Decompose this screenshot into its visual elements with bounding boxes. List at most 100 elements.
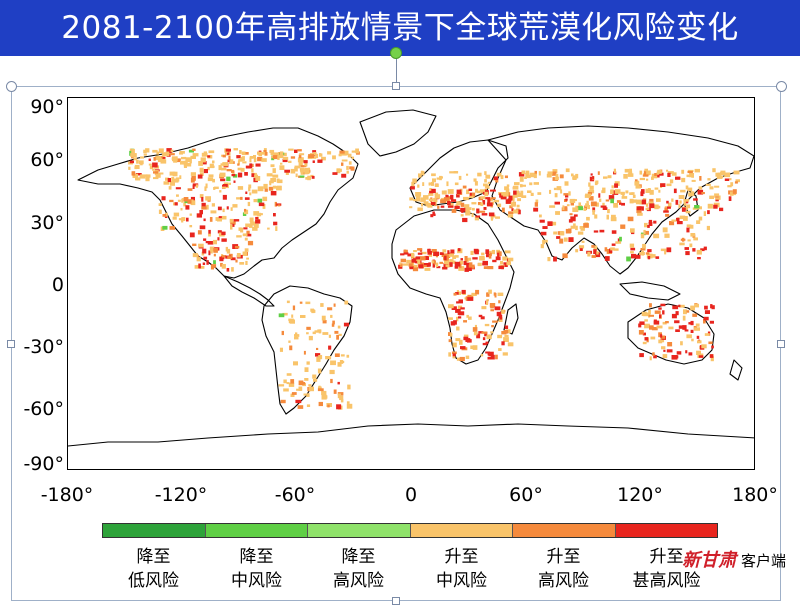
- legend-swatch-up-high: [513, 524, 616, 537]
- risk-cell: [246, 230, 250, 235]
- risk-cell: [448, 304, 454, 309]
- risk-cell: [465, 296, 469, 301]
- risk-cell: [172, 156, 178, 162]
- risk-cell: [472, 257, 478, 260]
- risk-cell: [333, 303, 336, 307]
- risk-cell: [662, 354, 668, 359]
- risk-cell: [691, 338, 694, 342]
- rotate-handle[interactable]: [390, 47, 402, 59]
- risk-cell: [630, 251, 634, 254]
- risk-cell: [321, 156, 326, 161]
- risk-cell: [469, 262, 473, 267]
- risk-cell: [430, 214, 434, 218]
- risk-cell: [684, 329, 689, 332]
- resize-handle-top-right[interactable]: [776, 81, 787, 92]
- risk-cell: [293, 361, 298, 366]
- risk-cell: [508, 195, 513, 201]
- risk-cell: [662, 321, 667, 325]
- risk-cell: [282, 158, 288, 163]
- risk-cell: [533, 182, 539, 185]
- legend-colorbar: [102, 523, 718, 538]
- risk-cell: [300, 158, 303, 162]
- risk-cell: [276, 178, 280, 183]
- risk-cell: [701, 192, 705, 195]
- risk-cell: [169, 153, 175, 156]
- risk-cell: [257, 156, 263, 162]
- risk-cell: [492, 259, 497, 263]
- risk-cell: [719, 207, 724, 212]
- risk-cell: [244, 208, 247, 212]
- risk-cell: [498, 265, 504, 270]
- risk-cell: [671, 355, 678, 360]
- risk-cell: [255, 176, 261, 181]
- risk-cell: [647, 225, 650, 228]
- risk-cell: [676, 351, 682, 355]
- risk-cell: [680, 238, 686, 241]
- resize-handle-top[interactable]: [392, 82, 400, 90]
- resize-handle-top-left[interactable]: [6, 81, 17, 92]
- legend-swatch-up-medium: [410, 524, 513, 537]
- risk-cell: [236, 155, 241, 159]
- risk-cell: [136, 159, 139, 164]
- risk-cell: [621, 202, 625, 206]
- risk-cell: [423, 195, 429, 200]
- risk-cell: [540, 231, 547, 236]
- risk-cell: [631, 253, 637, 259]
- risk-cell: [500, 175, 504, 180]
- risk-cell: [176, 158, 181, 163]
- risk-cell: [615, 241, 622, 244]
- risk-cell: [676, 217, 680, 222]
- risk-cell: [306, 393, 310, 397]
- risk-cell: [145, 177, 150, 182]
- risk-cell: [442, 249, 447, 253]
- risk-cell: [199, 167, 204, 173]
- risk-cell: [464, 256, 468, 261]
- risk-cell: [454, 266, 459, 269]
- risk-cell: [483, 207, 487, 210]
- risk-cell: [653, 319, 657, 325]
- risk-cell: [304, 378, 309, 381]
- risk-cell: [203, 256, 208, 260]
- resize-handle-right[interactable]: [777, 340, 785, 348]
- risk-cell: [202, 248, 207, 254]
- risk-cell: [210, 248, 213, 254]
- risk-cell: [666, 349, 673, 353]
- risk-cell: [439, 261, 444, 264]
- risk-cell: [611, 243, 616, 246]
- risk-cell: [648, 309, 651, 315]
- risk-cell: [233, 180, 236, 183]
- risk-cell: [729, 178, 732, 181]
- risk-cell: [554, 201, 560, 205]
- europe-outline: [409, 139, 509, 207]
- risk-cell: [503, 330, 509, 334]
- risk-cell: [643, 229, 646, 235]
- risk-cell: [173, 178, 179, 183]
- risk-cell: [516, 204, 520, 208]
- risk-cell: [506, 184, 510, 187]
- risk-cell: [465, 207, 470, 213]
- risk-cell: [634, 181, 640, 186]
- risk-cell: [230, 207, 233, 211]
- risk-cell: [204, 186, 207, 191]
- risk-cell: [270, 191, 277, 196]
- risk-cell: [223, 182, 229, 186]
- risk-cell: [533, 173, 537, 179]
- watermark: 新甘肃 客户端: [682, 546, 786, 572]
- risk-cell: [572, 176, 577, 180]
- risk-cell: [518, 172, 525, 177]
- resize-handle-left[interactable]: [7, 340, 15, 348]
- risk-cell: [481, 252, 485, 256]
- legend-swatch-down-low: [103, 524, 206, 537]
- risk-cell: [187, 188, 193, 191]
- risk-cell: [486, 202, 493, 207]
- risk-cell: [659, 314, 662, 319]
- risk-cell: [166, 148, 172, 154]
- risk-cell: [209, 217, 213, 222]
- risk-cell: [294, 337, 299, 340]
- risk-cell: [656, 205, 661, 209]
- risk-cell: [197, 174, 203, 179]
- risk-cell: [519, 176, 524, 182]
- risk-cell: [591, 255, 596, 258]
- risk-cell: [695, 323, 700, 327]
- risk-cell: [732, 189, 737, 194]
